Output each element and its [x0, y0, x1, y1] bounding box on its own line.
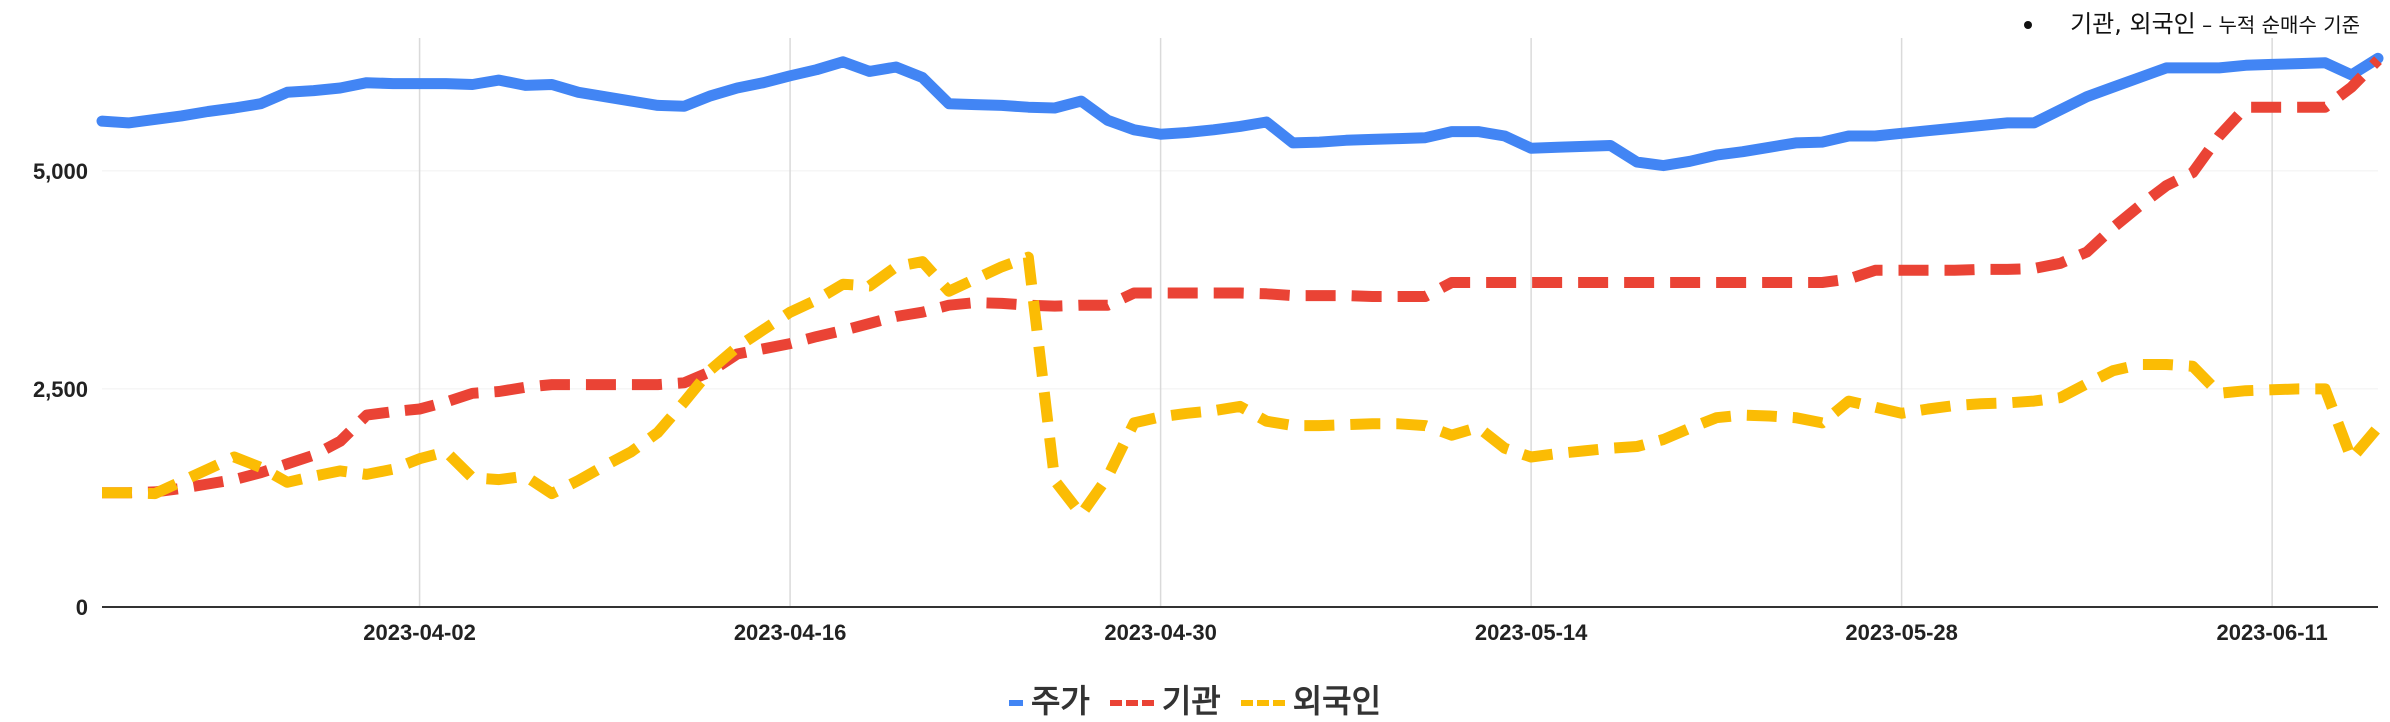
x-tick-label: 2023-06-11	[2216, 620, 2327, 645]
annotation-sub: 누적 순매수 기준	[2218, 13, 2360, 37]
bullet-icon	[2024, 21, 2033, 29]
legend-swatch	[1240, 700, 1285, 706]
legend-swatch	[1109, 700, 1154, 706]
legend-item: 외국인	[1240, 676, 1382, 722]
chart-annotation: 기관, 외국인 – 누적 순매수 기준	[2024, 4, 2360, 39]
legend-item: 주가	[1008, 676, 1090, 722]
series-line-주가	[96, 52, 2384, 172]
series-lines	[96, 52, 2384, 520]
legend-swatch	[1008, 700, 1023, 706]
annotation-main: 기관, 외국인	[2070, 10, 2196, 38]
y-axis: 0 2,500 5,000	[33, 159, 88, 620]
legend-label: 외국인	[1292, 682, 1382, 720]
x-tick-label: 2023-04-02	[363, 620, 476, 645]
y-tick-label: 5,000	[33, 159, 88, 184]
x-axis: 2023-04-02 2023-04-16 2023-04-30 2023-05-14…	[102, 606, 2378, 645]
y-tick-label: 0	[76, 595, 88, 620]
legend: 주가 기관 외국인	[0, 676, 2390, 722]
legend-label: 기관	[1161, 682, 1221, 720]
x-tick-label: 2023-04-30	[1104, 620, 1217, 645]
series-line-기관	[102, 56, 2382, 499]
y-tick-label: 2,500	[33, 377, 88, 402]
annotation-dash: –	[2195, 13, 2219, 37]
x-tick-label: 2023-04-16	[734, 620, 847, 645]
x-tick-label: 2023-05-14	[1475, 620, 1588, 645]
legend-label: 주가	[1030, 682, 1090, 720]
legend-item: 기관	[1109, 676, 1221, 722]
series-line-외국인	[102, 251, 2383, 520]
x-tick-label: 2023-05-28	[1845, 620, 1958, 645]
